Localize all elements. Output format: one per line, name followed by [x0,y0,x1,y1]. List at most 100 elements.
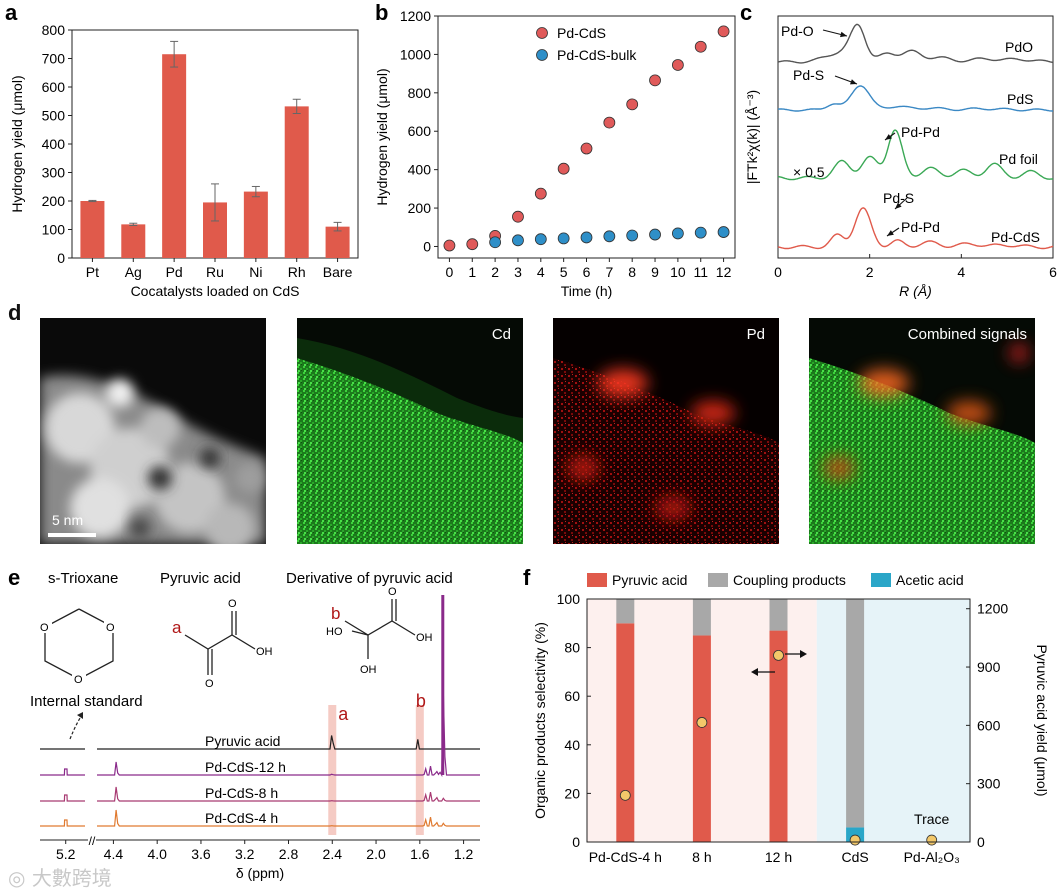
xtick-label-f: 8 h [692,849,711,865]
pyruvic-oh: OH [256,646,273,658]
legend-marker-0 [536,27,548,39]
derivative-oh1: OH [360,664,377,676]
point-pd-cds [603,116,616,129]
bar-ag [121,224,146,258]
point-pd-cds [557,162,570,175]
bar-coupling-products [846,599,865,828]
ytick-label-a: 100 [42,222,66,238]
point-pd-cds-bulk [557,232,570,245]
point-pd-cds [512,210,524,223]
point-pd-cds-bulk [626,229,639,242]
bar-pd [162,54,187,258]
pyruvic-o1: O [228,598,237,610]
cd-map-label: Cd [491,326,511,343]
xlabel-b: Time (h) [561,283,613,299]
marker-b-spectrum: b [416,691,426,711]
chart-e: e s-Trioxane Pyruvic acid Derivative of … [8,565,480,881]
annotation-arrowhead-c [887,230,894,236]
nmr-spectrum-1 [40,690,480,778]
nmr-spectrum-2 [40,786,480,802]
ytick-label-a: 500 [42,108,66,124]
legend-label-0: Pd-CdS [557,25,606,41]
bar-pyruvic-acid [616,623,635,842]
derivative-oh2: OH [416,632,433,644]
plot-frame-c [777,15,1054,259]
xtick-label-c: 2 [866,264,874,280]
xtick-label-e: 4.0 [147,846,167,862]
xtick-label-b: 5 [560,264,568,280]
marker-b-structure: b [331,604,340,623]
scale-bar-label: 5 nm [52,512,84,528]
highlight-band-a [328,705,337,835]
xlabel-c: R (Å) [899,283,932,299]
nmr-spectrum-0 [40,735,480,750]
derivative-ho: HO [326,626,343,638]
bar-bare [325,226,350,258]
pd-map-label: Pd [746,326,765,343]
trace-annotation: Trace [914,811,949,827]
panel-label-d: d [8,300,22,325]
bar-rh [284,106,309,258]
axis-break: // [89,834,96,848]
xtick-label-a: Pd [166,264,183,280]
xtick-label-b: 0 [446,264,454,280]
xtick-label-a: Ru [206,264,224,280]
xtick-label-a: Bare [323,264,353,280]
pd-map-texture [553,318,779,544]
point-pd-cds [671,59,684,71]
xtick-label-f: CdS [841,849,868,865]
bar-pyruvic-acid [692,635,711,842]
xtick-label-e: 5.2 [56,846,76,862]
title-pyruvic: Pyruvic acid [160,570,241,587]
point-pd-cds [717,25,730,38]
annotation-c: Pd-S [883,190,914,206]
point-pd-cds-bulk [649,228,661,241]
xtick-label-f: Pd-Al₂O₃ [904,849,960,865]
xtick-label-b: 11 [693,264,708,280]
watermark-text: 大數跨境 [31,866,112,890]
haadf-texture [40,318,266,544]
chart-f: f Pd-CdS-4 h 8 h 12 h CdS Pd-Al₂O₃ 0 20 40 60 80 1… [523,565,1050,865]
ytick-right-label-f: 300 [977,776,1001,792]
bar-ni [243,191,268,258]
ytick-label-f: 100 [557,591,581,607]
ytick-label-f: 60 [564,688,580,704]
xtick-label-b: 8 [628,264,636,280]
xtick-label-e: 1.6 [410,846,430,862]
cd-map: Cd [297,318,523,544]
pyruvic-o2: O [205,678,214,690]
point-pd-cds [466,238,479,251]
xtick-label-e: 2.8 [279,846,299,862]
xtick-label-b: 12 [716,264,732,280]
legend-swatch-f [871,573,891,587]
ytick-label-a: 200 [42,193,66,209]
yield-point [926,834,938,846]
point-pd-cds-bulk [603,230,616,243]
spectrum-label: Pd-CdS-12 h [205,759,286,775]
line-pd-cds [777,207,1054,250]
chart-a: a 0 100 200 300 400 500 600 700 800 Pt Ag Pd Ru Ni Rh B… [5,0,359,299]
ytick-right-label-f: 600 [977,717,1001,733]
xtick-label-a: Rh [288,264,306,280]
ytick-label-b: 400 [408,162,432,178]
annotation-arrowhead-c [895,202,902,209]
xtick-label-e: 3.6 [191,846,211,862]
point-pd-cds-bulk [717,226,730,238]
pyruvic-structure [184,611,256,675]
ylabel-right-f: Pyruvic acid yield (μmol) [1034,645,1050,797]
legend-marker-1 [536,49,548,61]
point-pd-cds-bulk [534,233,547,246]
point-pd-cds [649,74,661,87]
xtick-label-e: 1.2 [454,846,474,862]
xtick-label-c: 6 [1049,264,1057,280]
highlight-band-b [415,705,424,835]
xtick-label-a: Ni [249,264,262,280]
ylabel-b: Hydrogen yield (μmol) [374,68,390,205]
xtick-label-b: 10 [670,264,686,280]
ytick-right-label-f: 0 [977,834,985,850]
tallest-peak [441,595,445,775]
legend-label-1: Pd-CdS-bulk [557,47,637,63]
spectrum-label: Pd-CdS-8 h [205,785,278,801]
ytick-label-a: 600 [42,79,66,95]
ytick-right-label-f: 900 [977,659,1001,675]
